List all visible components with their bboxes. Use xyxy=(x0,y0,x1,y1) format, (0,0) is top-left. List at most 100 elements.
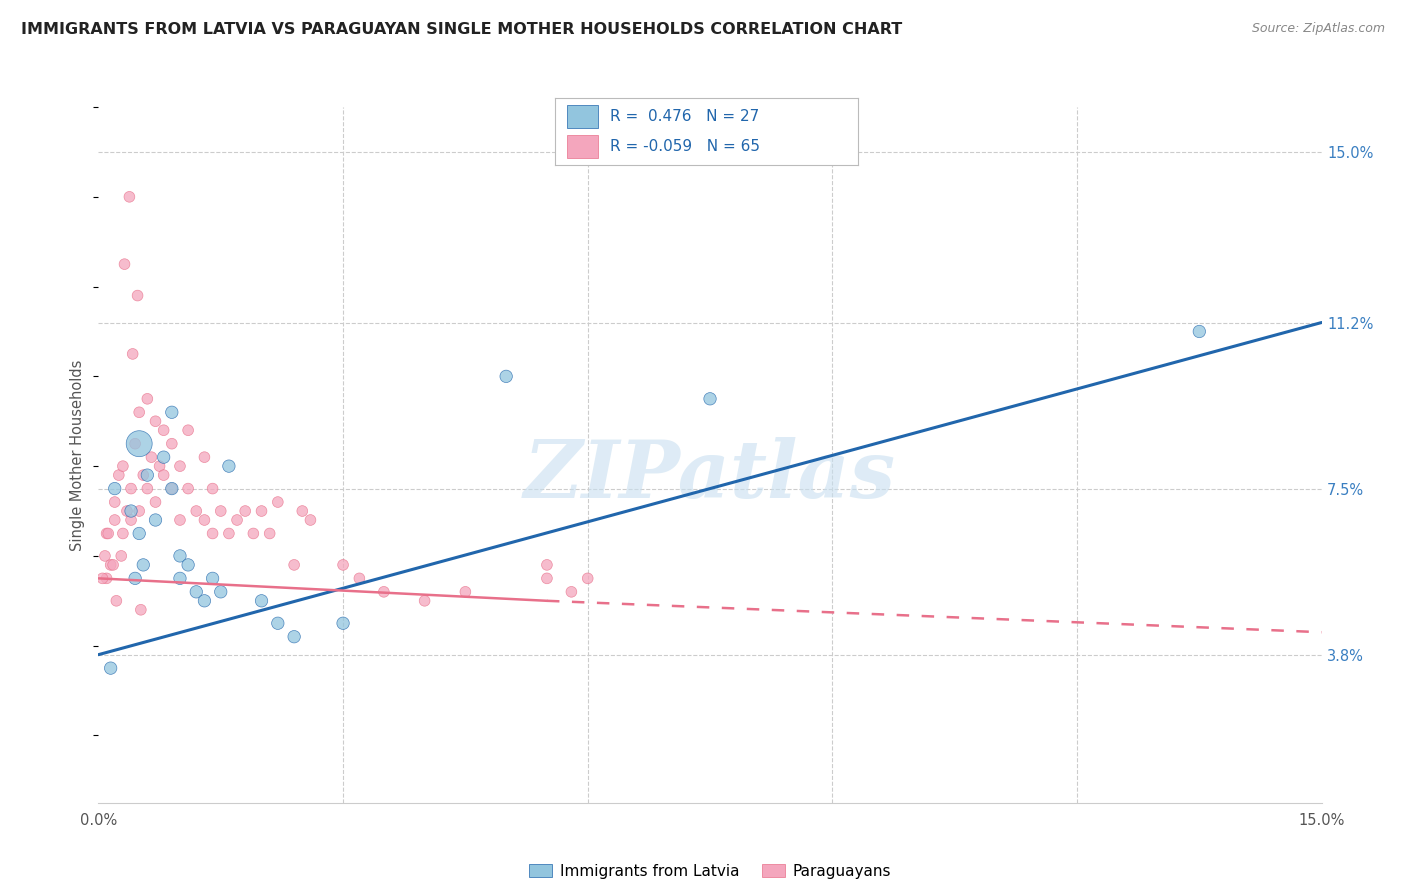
Point xyxy=(120,482,142,496)
Text: R = -0.059   N = 65: R = -0.059 N = 65 xyxy=(610,139,759,153)
Point xyxy=(201,482,224,496)
Point xyxy=(145,414,167,428)
Point xyxy=(177,423,200,437)
Point xyxy=(250,594,273,608)
Point xyxy=(186,584,208,599)
Point xyxy=(91,571,114,585)
Point xyxy=(152,423,174,437)
Point xyxy=(283,630,305,644)
Point xyxy=(267,616,290,631)
Point xyxy=(201,571,224,585)
Point xyxy=(536,571,558,585)
Point xyxy=(128,405,150,419)
Point xyxy=(104,482,127,496)
Point xyxy=(160,405,183,419)
Point xyxy=(120,504,142,518)
Point xyxy=(124,571,146,585)
Point xyxy=(136,392,159,406)
Point xyxy=(193,513,215,527)
Point xyxy=(108,468,131,483)
Point xyxy=(128,436,150,450)
Text: Source: ZipAtlas.com: Source: ZipAtlas.com xyxy=(1251,22,1385,36)
Point xyxy=(128,504,150,518)
Point xyxy=(218,526,240,541)
Point xyxy=(152,450,174,465)
Point xyxy=(96,571,118,585)
Point xyxy=(169,549,191,563)
Point xyxy=(291,504,314,518)
Point xyxy=(136,468,159,483)
Point xyxy=(129,603,152,617)
Point xyxy=(169,459,191,474)
Point xyxy=(100,558,122,572)
Point xyxy=(413,594,436,608)
Point xyxy=(576,571,599,585)
Point xyxy=(145,513,167,527)
Point xyxy=(177,558,200,572)
Point xyxy=(226,513,249,527)
Point xyxy=(111,459,134,474)
Point xyxy=(373,584,395,599)
Point xyxy=(699,392,721,406)
Point xyxy=(536,558,558,572)
Point xyxy=(101,558,124,572)
Point xyxy=(124,436,146,450)
Text: R =  0.476   N = 27: R = 0.476 N = 27 xyxy=(610,110,759,124)
FancyBboxPatch shape xyxy=(568,105,598,128)
Point xyxy=(104,513,127,527)
Point xyxy=(218,459,240,474)
Point xyxy=(100,661,122,675)
Point xyxy=(495,369,517,384)
Point xyxy=(132,468,155,483)
Point xyxy=(160,482,183,496)
Point xyxy=(141,450,163,465)
Point xyxy=(115,504,138,518)
Point xyxy=(120,513,142,527)
Point xyxy=(160,482,183,496)
Point xyxy=(132,558,155,572)
Legend: Immigrants from Latvia, Paraguayans: Immigrants from Latvia, Paraguayans xyxy=(529,863,891,879)
Point xyxy=(193,450,215,465)
Point xyxy=(160,436,183,450)
Point xyxy=(104,495,127,509)
Point xyxy=(259,526,281,541)
Point xyxy=(201,526,224,541)
Point xyxy=(209,584,232,599)
Point xyxy=(209,504,232,518)
Point xyxy=(1188,325,1211,339)
Point xyxy=(283,558,305,572)
Text: ZIPatlas: ZIPatlas xyxy=(524,437,896,515)
FancyBboxPatch shape xyxy=(568,135,598,159)
Point xyxy=(145,495,167,509)
Point xyxy=(250,504,273,518)
Point xyxy=(332,616,354,631)
Point xyxy=(299,513,322,527)
Point xyxy=(169,571,191,585)
Point xyxy=(94,549,117,563)
Point xyxy=(110,549,132,563)
Point xyxy=(177,482,200,496)
Point xyxy=(97,526,120,541)
Point xyxy=(127,288,149,302)
Point xyxy=(560,584,582,599)
Point xyxy=(149,459,172,474)
Point xyxy=(267,495,290,509)
Point xyxy=(186,504,208,518)
Text: IMMIGRANTS FROM LATVIA VS PARAGUAYAN SINGLE MOTHER HOUSEHOLDS CORRELATION CHART: IMMIGRANTS FROM LATVIA VS PARAGUAYAN SIN… xyxy=(21,22,903,37)
Point xyxy=(454,584,477,599)
Point xyxy=(96,526,118,541)
Point xyxy=(152,468,174,483)
Point xyxy=(136,482,159,496)
Point xyxy=(128,526,150,541)
Point xyxy=(118,190,141,204)
Point xyxy=(193,594,215,608)
Point xyxy=(349,571,371,585)
Point xyxy=(233,504,256,518)
Y-axis label: Single Mother Households: Single Mother Households xyxy=(70,359,86,550)
Point xyxy=(111,526,134,541)
Point xyxy=(121,347,143,361)
Point xyxy=(332,558,354,572)
Point xyxy=(242,526,264,541)
Point xyxy=(105,594,128,608)
Point xyxy=(169,513,191,527)
